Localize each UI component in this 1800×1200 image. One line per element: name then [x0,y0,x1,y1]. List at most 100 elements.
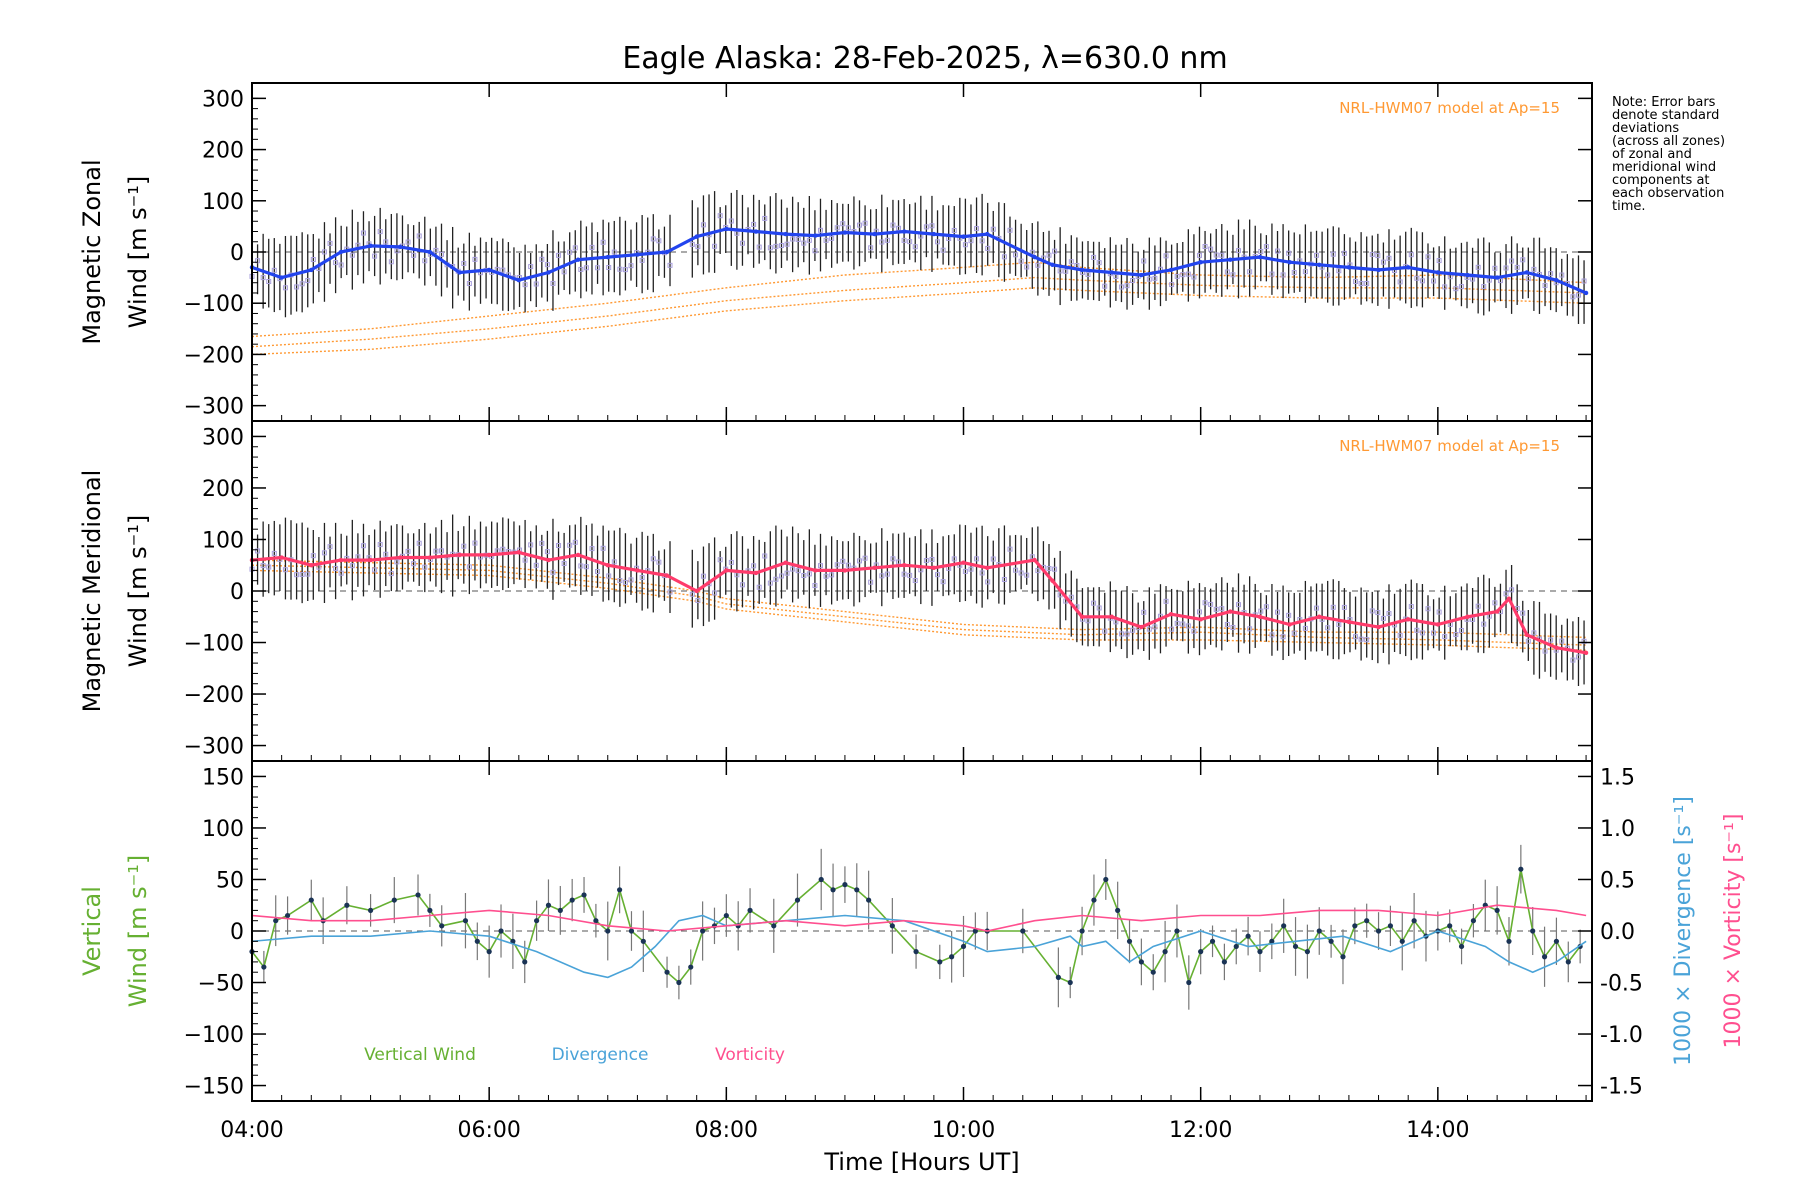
scatter-marker [1124,631,1130,637]
scatter-marker [438,251,444,257]
meridional-wind-point [1376,624,1381,630]
scatter-marker [1146,626,1152,632]
scatter-marker [1492,265,1498,271]
scatter-marker [1520,257,1526,263]
scatter-marker [1330,251,1336,257]
vertical-wind-point [1375,928,1382,934]
scatter-marker [1258,248,1264,254]
divergence-line [251,914,1587,979]
scatter-marker [461,260,467,266]
scatter-marker [360,230,366,236]
scatter-marker [756,584,762,590]
scatter-marker [1475,603,1481,609]
scatter-marker [1520,610,1526,616]
scatter-marker [751,563,757,569]
vertical-wind-point [1553,938,1560,944]
vertical-wind-point [261,964,267,970]
scatter-marker [1236,602,1242,608]
scatter-marker [271,550,277,556]
meridional-wind-point [368,557,373,563]
meridional-wind-point [1583,650,1589,656]
scatter-marker [1341,604,1347,610]
scatter-marker [327,240,333,246]
meridional-wind-point [1109,614,1114,619]
scatter-marker [935,239,941,245]
zonal-wind-point [546,270,551,275]
scatter-marker [1096,605,1102,611]
scatter-marker [1375,253,1381,259]
model-curve-2 [251,276,1587,348]
scatter-marker [1018,570,1024,576]
zonal-wind-point [1494,275,1500,280]
y-tick-label: 300 [202,87,244,112]
y-tick-label: 300 [202,425,244,450]
x-tick-label: 06:00 [457,1118,520,1143]
scatter-marker [773,243,779,249]
scatter-marker [1196,609,1202,615]
vertical-wind-point [1174,928,1180,934]
error-bars [249,514,1587,686]
scatter-marker [617,266,623,272]
scatter-marker [879,239,885,245]
scatter-marker [628,263,634,269]
scatter-marker [1531,266,1537,272]
meridional-wind-point [664,573,670,578]
scatter-marker [333,260,339,266]
scatter-marker [1280,634,1286,640]
vertical-wind-point [1209,938,1216,944]
scatter-marker [689,241,695,247]
scatter-marker [1458,627,1464,633]
scatter-marker [1386,611,1392,617]
scatter-marker [845,562,851,568]
scatter-marker [901,571,907,577]
scatter-marker [817,563,823,569]
vertical-wind-point [1399,938,1405,944]
zonal-wind-point [1376,267,1381,273]
vertical-wind-point [1304,949,1310,955]
scatter-marker [1029,554,1035,560]
y-axis-label-line1: Vertical [78,886,106,976]
scatter-marker [556,543,562,549]
scatter-marker [762,215,768,221]
zonal-wind-point [1168,267,1174,273]
scatter-marker [1141,258,1147,264]
scatter-marker [567,542,573,548]
vertical-wind-point [1458,943,1465,950]
vertical-wind-point [949,954,955,960]
vertical-wind-point [1518,866,1524,872]
scatter-marker [1085,271,1091,277]
meridional-wind-point [516,550,522,555]
scatter-marker [1224,621,1230,627]
scatter-marker [1247,626,1253,632]
vertical-wind-point [913,949,919,955]
scatter-marker [823,573,829,579]
scatter-marker [583,564,589,570]
y-tick-label: −200 [184,683,244,708]
y-tick-label: −150 [184,1075,244,1100]
vertical-wind-point [1067,979,1073,986]
model-label: NRL-HWM07 model at Ap=15 [1339,437,1560,455]
zonal-wind-point [605,254,610,260]
scatter-marker [544,262,550,268]
vertical-wind-point [640,938,646,944]
scatter-marker [466,281,472,287]
vertical-wind-point [1257,949,1263,955]
zonal-wind-point [783,231,788,237]
scatter-marker [1581,638,1587,644]
scatter-marker [1185,271,1191,277]
scatter-marker [544,549,550,555]
scatter-marker [801,240,807,246]
vertical-wind-point [818,876,824,883]
y-axis-label-line2: Wind [m s⁻¹] [124,176,152,328]
vertical-error-bars [251,844,1581,1010]
zonal-wind-point [1524,270,1529,275]
scatter-marker [974,556,980,562]
scatter-marker [884,237,890,243]
scatter-marker [556,252,562,258]
scatter-marker [377,229,383,235]
scatter-marker [282,285,288,291]
vertical-wind-point [1126,938,1133,944]
vertical-wind-point [284,912,291,919]
scatter-marker [1442,634,1448,640]
vertical-wind-point [474,938,480,944]
